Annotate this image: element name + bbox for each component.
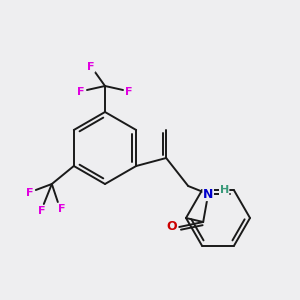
Text: F: F	[58, 204, 66, 214]
Text: O: O	[167, 220, 178, 233]
Text: F: F	[125, 87, 133, 97]
Text: H: H	[220, 185, 229, 195]
Text: F: F	[87, 62, 95, 72]
Text: F: F	[26, 188, 34, 198]
Text: F: F	[77, 87, 85, 97]
Text: F: F	[38, 206, 46, 216]
Text: N: N	[203, 188, 213, 200]
